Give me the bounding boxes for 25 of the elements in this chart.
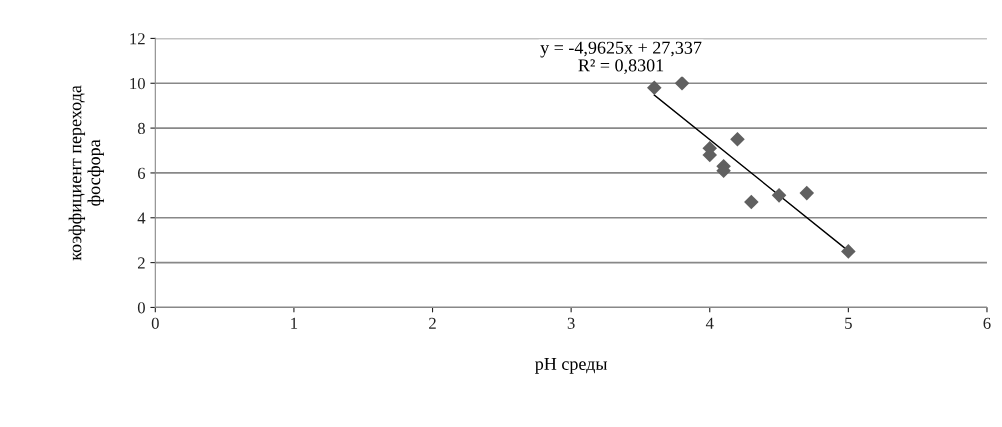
point xyxy=(771,188,787,203)
point xyxy=(674,75,690,91)
y-tick-label: 0 xyxy=(137,302,145,314)
annotation: y = -4,9625x + 27,337 xyxy=(540,41,702,58)
x-tick-label: 3 xyxy=(567,317,575,329)
y-tick-label: 12 xyxy=(130,33,145,45)
point xyxy=(647,80,662,96)
x-tick-label: 6 xyxy=(983,317,991,329)
y-tick-label: 8 xyxy=(137,122,145,135)
x-tick-label: 4 xyxy=(705,317,714,329)
y-tick-label: 10 xyxy=(130,77,145,90)
point xyxy=(730,132,745,147)
x-tick-label: 5 xyxy=(845,317,852,329)
y-tick-label: 6 xyxy=(137,167,146,179)
x-tick-label: 0 xyxy=(151,317,159,329)
y-tick-label: 2 xyxy=(137,257,145,269)
point xyxy=(841,244,856,259)
y-axis-title: коэффициент перехода фосфора xyxy=(68,85,104,261)
point xyxy=(799,185,815,201)
x-tick-label: 1 xyxy=(291,317,298,329)
annotation: R² = 0,8301 xyxy=(578,59,664,75)
x-axis-title: pH среды xyxy=(535,357,608,374)
point xyxy=(744,194,759,210)
x-tick-label: 2 xyxy=(429,317,436,329)
y-tick-label: 4 xyxy=(137,212,146,224)
